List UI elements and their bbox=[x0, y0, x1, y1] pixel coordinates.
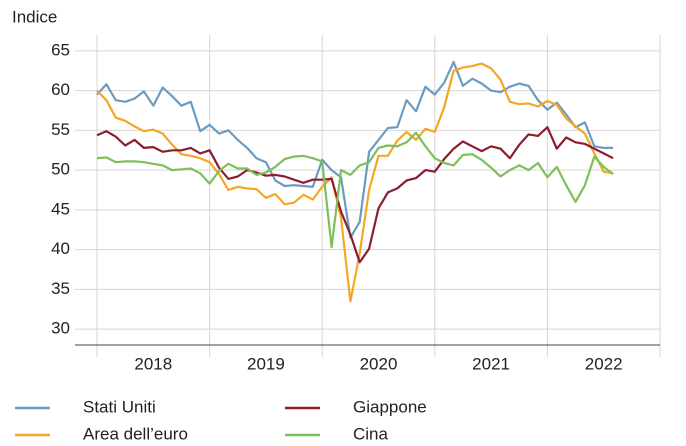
x-tick-label: 2020 bbox=[360, 354, 398, 373]
y-axis-label: Indice bbox=[12, 7, 57, 26]
legend-label: Cina bbox=[353, 424, 389, 443]
x-tick-label: 2021 bbox=[472, 354, 510, 373]
line-series bbox=[96, 60, 614, 239]
line-series bbox=[96, 126, 614, 264]
x-tick-label: 2018 bbox=[134, 354, 172, 373]
legend-label: Giappone bbox=[353, 397, 427, 416]
y-tick-label: 60 bbox=[51, 80, 70, 99]
y-tick-label: 35 bbox=[51, 279, 70, 298]
legend-label: Area dell’euro bbox=[83, 424, 188, 443]
y-tick-label: 45 bbox=[51, 199, 70, 218]
y-tick-label: 55 bbox=[51, 120, 70, 139]
x-tick-label: 2019 bbox=[247, 354, 285, 373]
y-tick-label: 50 bbox=[51, 160, 70, 179]
legend-label: Stati Uniti bbox=[83, 397, 156, 416]
x-tick-label: 2022 bbox=[585, 354, 623, 373]
line-series bbox=[96, 62, 614, 303]
y-tick-label: 40 bbox=[51, 239, 70, 258]
line-series bbox=[96, 131, 614, 249]
y-tick-label: 65 bbox=[51, 40, 70, 59]
y-tick-label: 30 bbox=[51, 319, 70, 338]
